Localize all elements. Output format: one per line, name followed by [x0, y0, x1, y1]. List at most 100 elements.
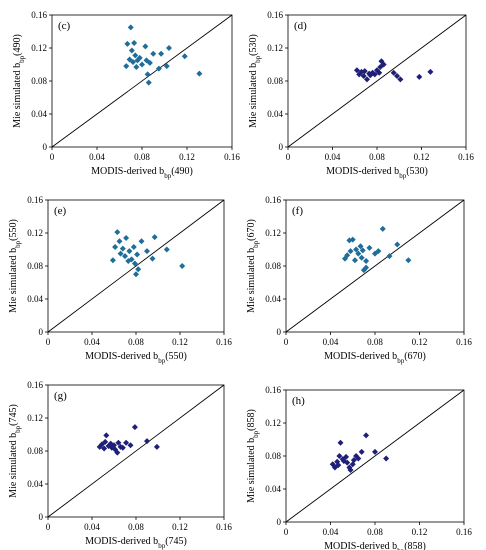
data-point: [361, 68, 368, 75]
data-point: [101, 445, 108, 452]
one-to-one-line: [285, 389, 465, 523]
data-point: [114, 229, 121, 236]
data-point: [379, 225, 386, 232]
data-point: [349, 236, 356, 243]
data-point: [149, 255, 156, 262]
data-point: [355, 455, 362, 462]
data-point: [353, 246, 360, 253]
y-axis-label-tail: (858): [246, 409, 257, 431]
x-tick-label: 0.12: [412, 337, 428, 347]
x-tick-label: 0.04: [89, 152, 105, 162]
data-point: [427, 68, 434, 75]
data-point: [132, 52, 139, 59]
data-point: [146, 59, 153, 66]
y-axis-label-sub: bp: [18, 55, 26, 63]
panel-label: (d): [294, 20, 307, 32]
y-tick-label: 0: [277, 327, 282, 337]
panel-label: (h): [292, 395, 305, 407]
y-tick-label: 0.08: [265, 451, 281, 461]
y-axis-label-text: Mie simulated b: [246, 438, 257, 503]
data-point: [394, 73, 401, 80]
data-point: [133, 63, 140, 70]
data-point: [416, 73, 423, 80]
data-point: [363, 264, 370, 271]
x-tick-label: 0.04: [325, 152, 341, 162]
y-tick-label: 0: [279, 142, 284, 152]
one-to-one-line: [47, 384, 225, 518]
data-point: [357, 243, 364, 250]
data-point: [179, 263, 186, 269]
data-point: [144, 438, 150, 445]
y-axis-label-tail: (530): [248, 34, 259, 56]
scatter-panel: 0 0.04 0.08 0.12 0.16 0 0.04 0.08 0.12 0.16 MODIS-…: [246, 385, 472, 550]
data-point: [363, 76, 370, 83]
data-point: [122, 253, 128, 260]
data-point: [336, 453, 343, 459]
y-axis-label-sub: bp: [254, 55, 262, 63]
scatter-panel: 0 0.04 0.08 0.12 0.16 0 0.04 0.08 0.12 0.16 MODIS-…: [12, 10, 240, 180]
data-point: [343, 453, 350, 460]
x-axis-label: MODIS-derived bbp(670): [324, 351, 426, 365]
data-point: [155, 65, 162, 72]
y-axis-label-text: Mie simulated b: [12, 63, 23, 128]
x-axis-label-sub: bp: [397, 357, 405, 365]
one-to-one-line: [51, 14, 233, 148]
y-tick-label: 0: [39, 512, 44, 522]
data-point: [349, 461, 356, 468]
y-tick-label: 0.08: [31, 76, 47, 86]
data-point: [135, 266, 142, 273]
data-point: [390, 69, 397, 76]
data-point: [337, 439, 344, 446]
y-tick-label: 0.16: [27, 195, 43, 205]
y-axis-label: Mie simulated bbp(670): [246, 219, 260, 313]
panel-label: (g): [54, 390, 67, 402]
x-tick-label: 0.12: [172, 522, 188, 532]
y-tick-label: 0: [43, 142, 48, 152]
data-point: [124, 40, 131, 47]
data-point: [123, 63, 130, 70]
data-point: [153, 443, 160, 450]
y-tick-label: 0.08: [267, 76, 283, 86]
y-tick-label: 0.04: [27, 479, 43, 489]
panel-label: (f): [292, 205, 303, 217]
x-axis-label-tail: (550): [165, 351, 187, 362]
y-axis-label-tail: (550): [8, 219, 19, 241]
y-axis-label: Mie simulated bbp(745): [8, 404, 22, 498]
x-axis-label-text: MODIS-derived b: [91, 166, 164, 177]
data-point: [144, 71, 151, 78]
y-axis-label: Mie simulated bbp(858): [246, 409, 260, 503]
y-axis-label-sub: bp: [252, 240, 260, 248]
scatter-panel: 0 0.04 0.08 0.12 0.16 0 0.04 0.08 0.12 0.16 MODIS-…: [246, 195, 472, 365]
y-axis-label-text: Mie simulated b: [248, 63, 259, 128]
y-tick-label: 0.16: [265, 195, 281, 205]
data-point: [130, 59, 136, 66]
y-tick-label: 0.04: [267, 109, 283, 119]
x-tick-label: 0.08: [367, 527, 383, 537]
data-point: [131, 260, 138, 267]
y-tick-label: 0.04: [265, 294, 281, 304]
data-point: [163, 63, 170, 70]
data-point: [355, 250, 362, 257]
x-axis-label-sub: bp: [397, 547, 405, 550]
x-tick-label: 0.08: [367, 337, 383, 347]
data-point: [117, 250, 124, 257]
data-point: [166, 45, 172, 51]
data-point: [126, 248, 133, 255]
data-point: [359, 247, 366, 254]
data-point: [128, 47, 135, 54]
y-tick-label: 0.04: [31, 109, 47, 119]
y-axis-label-text: Mie simulated b: [8, 433, 19, 498]
x-axis-label-sub: bp: [164, 172, 172, 180]
y-tick-label: 0.12: [265, 418, 281, 428]
x-tick-label: 0.16: [216, 337, 232, 347]
x-axis-label-sub: bp: [158, 357, 166, 365]
x-tick-label: 0: [46, 337, 51, 347]
data-point: [347, 467, 354, 474]
data-point: [144, 248, 150, 255]
x-tick-label: 0.12: [412, 527, 428, 537]
x-tick-label: 0: [286, 152, 291, 162]
x-tick-label: 0.16: [216, 522, 232, 532]
y-tick-label: 0.12: [31, 43, 47, 53]
data-point: [123, 439, 130, 446]
